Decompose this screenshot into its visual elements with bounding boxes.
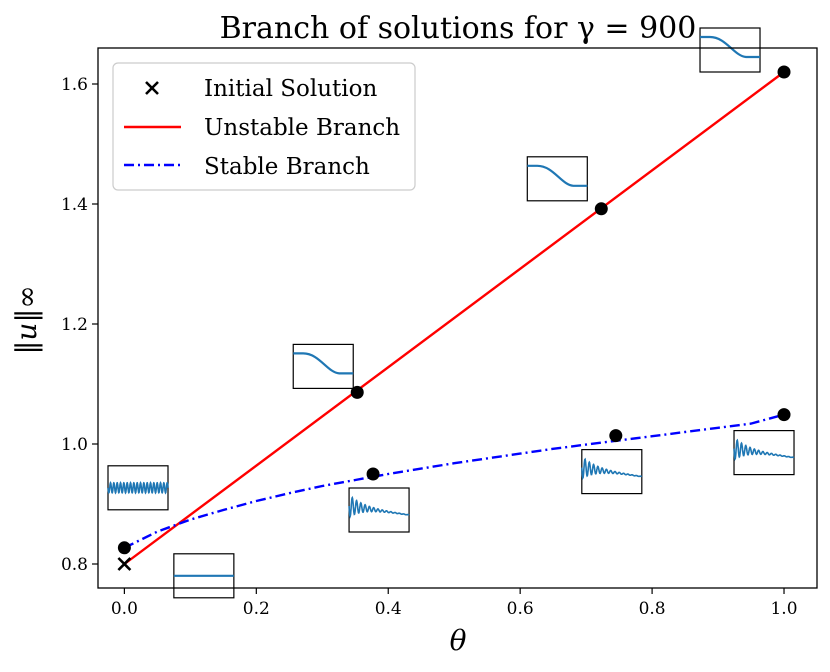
- x-tick-label: 0.8: [639, 599, 666, 619]
- solution-point: [777, 65, 791, 79]
- chart-title: Branch of solutions for γ = 900: [220, 11, 697, 46]
- y-tick-label: 1.6: [61, 75, 88, 95]
- x-tick-label: 0.2: [243, 599, 270, 619]
- legend-box: [112, 62, 416, 191]
- legend-marker-initial: [145, 81, 159, 95]
- initial-solution-marker: [117, 557, 132, 571]
- x-tick-label: 1.0: [770, 599, 797, 619]
- y-tick-label: 1.0: [61, 435, 88, 455]
- y-axis-ticks: 0.8 1.0 1.2 1.4 1.6: [61, 75, 98, 575]
- inset-box: [292, 343, 354, 389]
- y-tick-label: 1.2: [61, 315, 88, 335]
- x-tick-label: 0.6: [507, 599, 534, 619]
- plot-frame: [97, 47, 818, 589]
- plot-area: [123, 71, 785, 565]
- x-tick-label: 0.0: [111, 599, 138, 619]
- inset-box: [526, 156, 588, 202]
- solution-insets: [107, 27, 795, 599]
- legend-label-initial: Initial Solution: [204, 76, 377, 102]
- inset-curve: [700, 35, 761, 59]
- legend: Initial Solution Unstable Branch Stable …: [112, 62, 416, 191]
- data-points: [117, 65, 791, 571]
- inset-curve: [107, 481, 169, 495]
- solution-point: [609, 429, 623, 443]
- solution-point: [777, 408, 791, 422]
- legend-label-unstable: Unstable Branch: [204, 115, 400, 141]
- inset-curve: [293, 352, 354, 375]
- x-axis-label: θ: [450, 624, 467, 657]
- solution-point: [350, 385, 364, 399]
- stable-branch-line: [123, 413, 785, 549]
- inset-curve: [581, 457, 643, 481]
- solution-point: [366, 467, 380, 481]
- y-tick-label: 1.4: [61, 195, 88, 215]
- x-tick-label: 0.4: [375, 599, 402, 619]
- unstable-branch-line: [123, 71, 785, 565]
- inset-curve: [527, 164, 588, 187]
- inset-curve: [733, 438, 795, 462]
- solution-point: [117, 541, 131, 555]
- solution-point: [594, 202, 608, 216]
- initial-solution-stroke: [117, 557, 132, 571]
- x-axis-ticks: 0.0 0.2 0.4 0.6 0.8 1.0: [111, 588, 798, 619]
- inset-curve: [348, 495, 410, 519]
- y-tick-label: 0.8: [61, 555, 88, 575]
- legend-label-stable: Stable Branch: [204, 154, 370, 180]
- inset-box: [699, 27, 761, 73]
- y-axis-label: ‖u‖∞: [10, 285, 43, 354]
